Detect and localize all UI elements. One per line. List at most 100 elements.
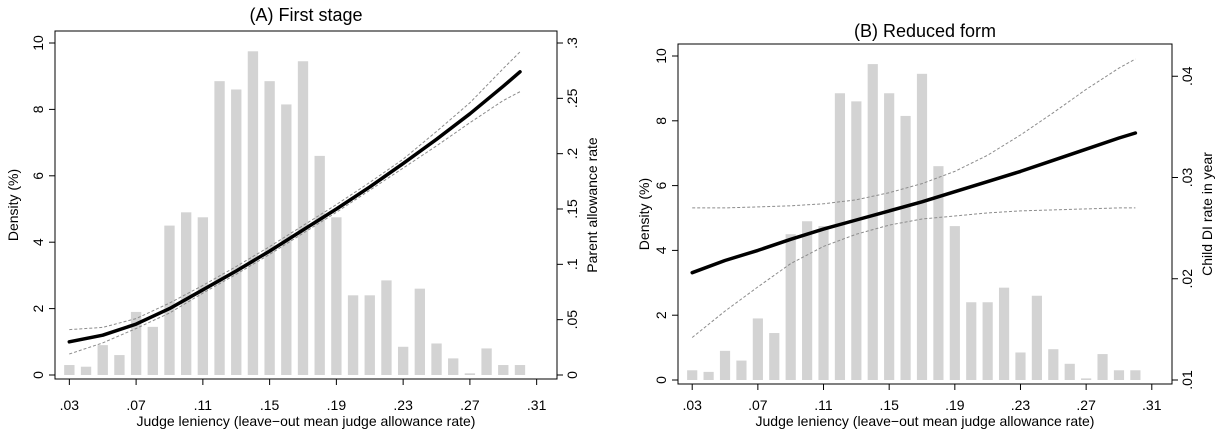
ci-upper-line: [692, 58, 1136, 209]
x-axis-label: Judge leniency (leave−out mean judge all…: [137, 413, 476, 429]
chart-title: (A) First stage: [249, 5, 362, 25]
y-tick-label: 4: [653, 246, 669, 254]
x-tick-label: .07: [748, 397, 768, 413]
x-tick-label: .23: [393, 397, 413, 413]
density-bar: [834, 93, 846, 380]
y-tick-label: 10: [30, 35, 46, 51]
density-bar: [147, 326, 158, 375]
density-bar: [933, 166, 944, 380]
density-bar: [1064, 363, 1075, 380]
x-tick-label: .11: [814, 397, 833, 413]
x-tick-label: .15: [260, 397, 280, 413]
x-tick-label: .07: [126, 397, 146, 413]
density-bar: [785, 234, 796, 380]
density-bar: [314, 155, 325, 375]
y-right-tick-label: .01: [1179, 370, 1195, 390]
x-tick-label: .11: [194, 397, 213, 413]
y-right-axis-label: Parent allowance rate: [584, 137, 600, 273]
density-bar: [464, 373, 476, 375]
y-right-tick-label: .15: [564, 199, 580, 219]
density-bar: [736, 360, 747, 380]
x-tick-label: .27: [1076, 397, 1096, 413]
density-bar: [197, 217, 209, 375]
density-bar: [802, 221, 813, 380]
y-axis-label: Density (%): [5, 169, 21, 241]
density-bar: [867, 64, 878, 380]
density-bar: [998, 287, 1010, 380]
y-tick-label: 0: [30, 371, 46, 379]
density-bar: [80, 366, 92, 375]
y-right-tick-label: .1: [564, 258, 580, 270]
y-right-tick-label: .03: [1179, 168, 1195, 188]
y-tick-label: 8: [30, 105, 46, 113]
density-bar: [1048, 349, 1059, 380]
density-bar: [1031, 295, 1042, 380]
y-right-axis-label: Child DI rate in year: [1199, 152, 1215, 276]
density-bar: [769, 333, 780, 380]
density-bar: [164, 225, 175, 375]
density-bar: [431, 343, 442, 375]
y-tick-label: 8: [653, 117, 669, 125]
density-bar: [264, 81, 275, 376]
y-right-tick-label: .04: [1179, 66, 1195, 86]
y-tick-label: 4: [30, 238, 46, 246]
y-right-tick-label: .02: [1179, 269, 1195, 289]
density-bar: [1015, 352, 1026, 380]
fit-line: [690, 131, 1138, 275]
density-bar: [481, 348, 492, 375]
x-tick-label: .19: [327, 397, 347, 413]
ci-upper-line: [69, 51, 521, 331]
x-tick-label: .23: [1011, 397, 1031, 413]
density-bar: [231, 89, 242, 375]
density-bar: [687, 370, 698, 380]
density-bar: [448, 358, 459, 375]
density-bar: [414, 288, 426, 375]
density-bar: [851, 101, 862, 381]
plot-frame: [677, 43, 1173, 385]
density-bar: [719, 350, 731, 380]
density-bar: [297, 61, 309, 375]
density-bar: [331, 217, 342, 375]
density-bar: [114, 355, 125, 375]
x-axis-label: Judge leniency (leave−out mean judge all…: [756, 413, 1095, 429]
density-bar: [949, 226, 960, 380]
density-bar: [982, 302, 993, 380]
y-tick-label: 6: [30, 172, 46, 180]
y-right-tick-label: 0: [564, 371, 580, 379]
density-bar: [97, 345, 108, 375]
y-tick-label: 10: [653, 48, 669, 64]
density-bar: [818, 226, 829, 380]
x-tick-label: .03: [682, 397, 702, 413]
density-bar: [514, 365, 526, 375]
density-bar: [900, 115, 911, 380]
density-bar: [1113, 370, 1125, 380]
density-bar: [397, 346, 409, 375]
x-tick-label: .03: [60, 397, 80, 413]
density-bar: [64, 365, 75, 375]
y-right-tick-label: .2: [564, 148, 580, 160]
density-bar: [1097, 354, 1108, 380]
density-bar: [180, 212, 192, 375]
density-bar: [130, 311, 142, 375]
density-bar: [347, 295, 359, 375]
y-right-tick-label: .05: [564, 310, 580, 330]
density-bar: [752, 318, 763, 380]
density-bar: [498, 365, 509, 375]
y-axis-label: Density (%): [636, 178, 652, 250]
density-bar: [214, 81, 225, 376]
plot-frame: [54, 30, 558, 380]
ci-lower-line: [691, 207, 1136, 338]
chart-panel-b: (B) Reduced form 0 2 4 6 8 10 .01 .02 .03 .04 .03 .0…: [636, 21, 1215, 429]
y-tick-label: 0: [653, 376, 669, 384]
density-bar: [247, 51, 259, 376]
y-right-tick-label: .25: [564, 88, 580, 108]
density-bar: [703, 371, 714, 380]
y-right-tick-label: .3: [564, 37, 580, 49]
fit-line: [67, 70, 522, 344]
density-bar: [884, 93, 895, 380]
chart-title: (B) Reduced form: [854, 21, 996, 41]
density-bar: [966, 302, 977, 380]
density-bar: [1130, 370, 1141, 380]
density-bar: [364, 295, 375, 375]
